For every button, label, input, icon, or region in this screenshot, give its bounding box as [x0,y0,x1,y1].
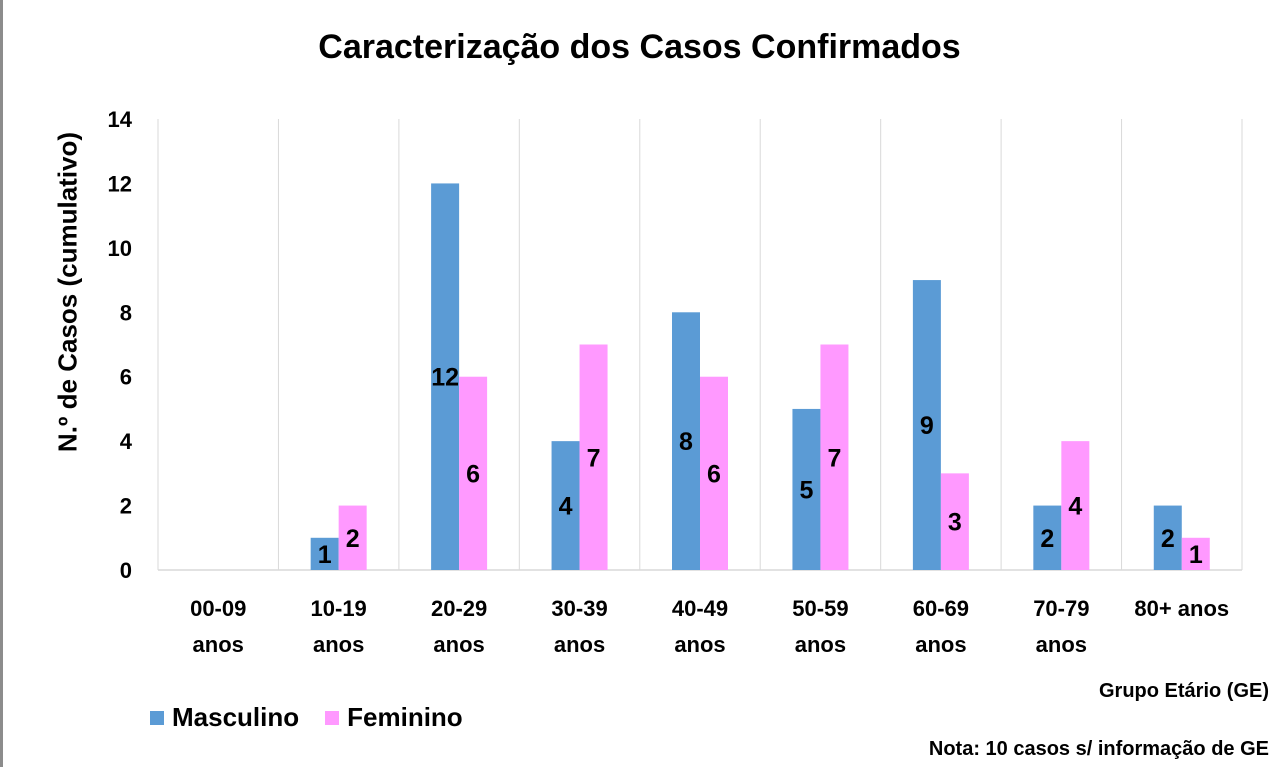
bar-feminino [1181,537,1210,570]
data-label: 1 [1189,541,1203,569]
data-label: 2 [1161,525,1175,553]
data-label: 12 [431,364,459,392]
y-tick-label: 4 [120,429,133,454]
x-tick-label: anos [554,632,605,657]
data-label: 7 [587,444,601,472]
data-label: 3 [948,509,962,537]
data-label: 9 [920,412,934,440]
y-tick-label: 6 [120,365,132,390]
x-tick-label: anos [795,632,846,657]
y-tick-label: 2 [120,494,132,519]
x-tick-label: 70-79 [1033,596,1089,621]
x-tick-label: 40-49 [672,596,728,621]
bar-masculino [551,441,580,570]
x-tick-label: anos [313,632,364,657]
chart-title: Caracterização dos Casos Confirmados [318,28,961,66]
x-tick-label: anos [433,632,484,657]
legend-swatch-feminino [325,710,340,725]
data-label: 5 [799,476,813,504]
bar-feminino [940,473,969,570]
data-label: 6 [466,460,480,488]
frame-edge [0,0,3,767]
legend-item-feminino: Feminino [325,702,463,733]
x-tick-label: 30-39 [551,596,607,621]
bar-feminino [579,344,608,570]
bar-masculino [1033,505,1062,570]
data-label: 8 [679,428,693,456]
x-tick-label: anos [1036,632,1087,657]
x-tick-label: anos [915,632,966,657]
data-label: 2 [346,525,360,553]
y-tick-label: 14 [108,107,133,132]
y-tick-label: 8 [120,300,132,325]
bar-masculino [310,537,339,570]
y-axis-title: N.º de Casos (cumulativo) [52,131,83,453]
data-label: 7 [827,444,841,472]
bar-masculino [1153,505,1182,570]
bar-masculino [912,280,941,570]
x-tick-label: 20-29 [431,596,487,621]
legend-label-feminino: Feminino [347,702,463,732]
data-label: 2 [1040,525,1054,553]
x-axis-title: Grupo Etário (GE) [1099,680,1269,702]
bar-feminino [459,376,488,570]
x-tick-label: 10-19 [311,596,367,621]
x-tick-label: 80+ anos [1134,596,1229,621]
bar-masculino [672,312,700,570]
y-tick-label: 12 [108,171,132,196]
data-label: 6 [707,460,721,488]
legend-swatch-masculino [150,710,164,725]
data-label: 4 [559,493,573,521]
bar-feminino [820,344,849,570]
bar-feminino [1061,441,1090,570]
x-tick-label: anos [674,632,725,657]
data-label: 1 [318,541,332,569]
bar-feminino [700,376,728,570]
x-tick-label: 00-09 [190,596,246,621]
data-label: 4 [1068,493,1082,521]
legend-item-masculino: Masculino [150,702,299,733]
bar-masculino [431,183,460,570]
y-tick-label: 0 [120,558,132,583]
x-tick-label: anos [193,632,244,657]
bar-masculino [792,408,821,570]
x-tick-label: 50-59 [792,596,848,621]
legend-label-masculino: Masculino [172,702,300,732]
chart-note: Nota: 10 casos s/ informação de GE [928,738,1269,760]
x-tick-label: 60-69 [913,596,969,621]
y-tick-label: 10 [108,236,132,261]
legend: Masculino Feminino [150,702,463,733]
bar-feminino [338,505,367,570]
